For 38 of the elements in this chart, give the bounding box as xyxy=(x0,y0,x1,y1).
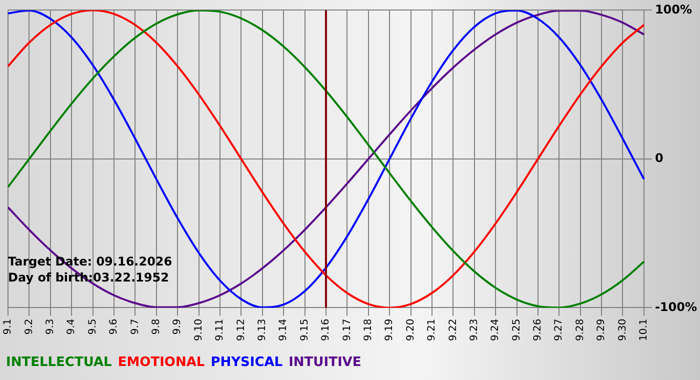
text: INTELLECTUAL xyxy=(6,354,112,370)
x-tick-label: 10.1 xyxy=(638,318,650,341)
y-tick-label: -100% xyxy=(654,300,698,314)
x-tick-label: 9.26 xyxy=(532,318,544,341)
x-tick-label: 9.1 xyxy=(2,318,14,335)
text: PHYSICAL xyxy=(210,354,283,370)
x-tick-label: 9.28 xyxy=(574,318,586,341)
x-tick-label: 9.9 xyxy=(172,318,184,335)
x-tick-label: 9.21 xyxy=(426,318,438,341)
x-tick-label: 9.15 xyxy=(299,318,310,341)
x-tick-label: 9.14 xyxy=(278,318,290,341)
x-tick-label: 9.7 xyxy=(130,318,141,335)
x-tick-label: 9.18 xyxy=(362,318,374,341)
x-tick-label: 9.19 xyxy=(384,318,396,341)
x-tick-label: 9.22 xyxy=(448,318,459,341)
x-tick-label: 9.25 xyxy=(511,318,522,341)
x-tick-label: 9.10 xyxy=(193,318,204,341)
x-tick-label: 9.6 xyxy=(108,318,120,335)
text: EMOTIONAL xyxy=(118,354,205,370)
x-tick-label: 9.4 xyxy=(66,318,78,335)
y-tick-label: 100% xyxy=(654,2,692,16)
x-tick-label: 9.13 xyxy=(256,318,268,341)
x-tick-label: 9.2 xyxy=(24,318,35,335)
x-tick-label: 9.16 xyxy=(320,318,332,341)
y-tick-label: 0 xyxy=(654,151,664,166)
x-tick-label: 9.29 xyxy=(596,318,608,341)
x-tick-label: 9.8 xyxy=(150,318,162,335)
x-tick-label: 9.17 xyxy=(342,318,353,341)
x-tick-label: 9.5 xyxy=(87,318,98,335)
x-tick-label: 9.3 xyxy=(44,318,56,335)
x-tick-label: 9.11 xyxy=(214,318,226,341)
x-tick-label: 9.20 xyxy=(405,318,416,341)
x-tick-label: 9.12 xyxy=(236,318,247,341)
x-tick-label: 9.27 xyxy=(554,318,565,341)
x-tick-label: 9.30 xyxy=(617,318,628,341)
x-tick-label: 9.23 xyxy=(468,318,480,341)
x-tick-label: 9.24 xyxy=(490,318,502,341)
text: INTUITIVE xyxy=(288,354,362,370)
